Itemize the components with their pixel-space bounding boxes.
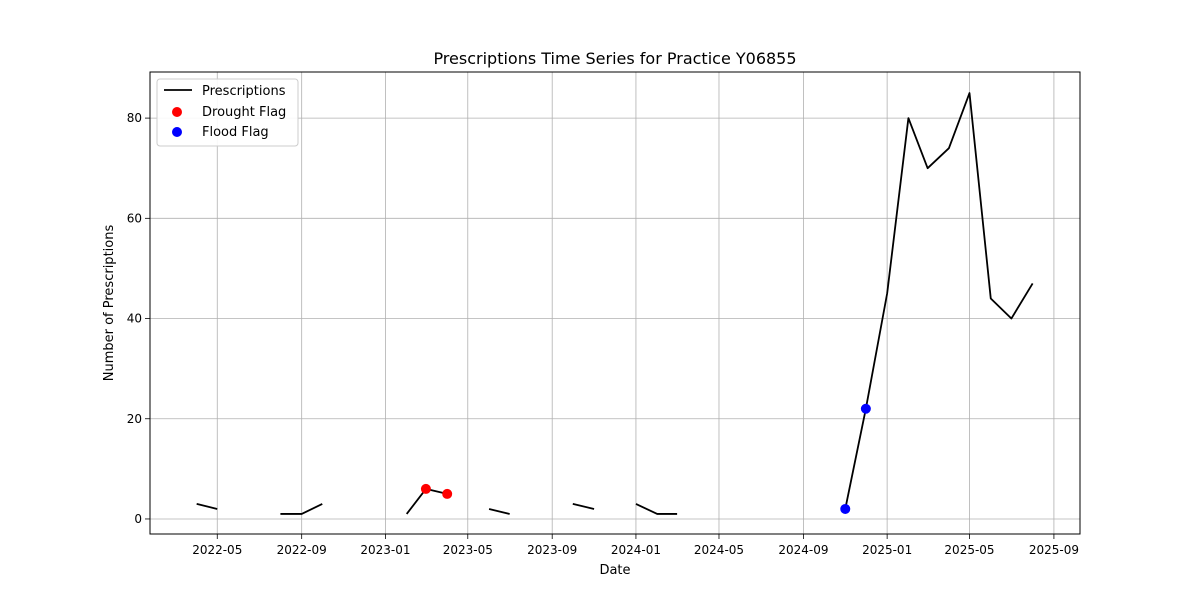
series-layer <box>196 92 1034 515</box>
legend-flood-marker <box>172 127 182 137</box>
x-tick-label: 2023-05 <box>443 543 493 557</box>
y-tick-label: 0 <box>134 512 142 526</box>
prescriptions-line-segment <box>635 503 678 515</box>
legend-flood-label: Flood Flag <box>202 125 269 140</box>
x-tick-label: 2022-09 <box>277 543 327 557</box>
x-tick-label: 2023-01 <box>360 543 410 557</box>
drought-flag-point <box>442 488 453 499</box>
y-axis-label: Number of Prescriptions <box>102 225 117 382</box>
legend-prescriptions-label: Prescriptions <box>202 84 286 99</box>
y-tick-label: 60 <box>127 211 142 225</box>
legend-box <box>156 78 299 147</box>
y-axis: 0 20 40 60 80 <box>127 111 150 526</box>
y-tick-label: 80 <box>127 111 142 125</box>
y-tick-label: 40 <box>127 312 142 326</box>
legend-drought-label: Drought Flag <box>202 105 286 120</box>
legend-drought-marker <box>172 107 182 117</box>
prescriptions-line-segment <box>572 503 595 510</box>
prescriptions-line-segment <box>280 503 323 515</box>
prescriptions-line-segment <box>488 508 510 515</box>
prescriptions-line-segment <box>196 503 218 510</box>
x-tick-label: 2025-09 <box>1029 543 1079 557</box>
y-tick-label: 20 <box>127 412 142 426</box>
plot-frame <box>149 71 1081 535</box>
x-tick-label: 2023-09 <box>527 543 577 557</box>
x-axis: 2022-05 2022-09 2023-01 2023-05 2023-09 2024-… <box>192 534 1079 557</box>
x-tick-label: 2024-01 <box>611 543 661 557</box>
flood-flag-point <box>840 503 851 514</box>
drought-flag-point <box>420 483 431 494</box>
x-tick-label: 2022-05 <box>192 543 242 557</box>
x-tick-label: 2025-01 <box>862 543 912 557</box>
x-tick-label: 2024-09 <box>778 543 828 557</box>
x-tick-label: 2025-05 <box>944 543 994 557</box>
grid <box>150 72 1080 534</box>
chart-title: Prescriptions Time Series for Practice Y… <box>433 49 796 68</box>
x-tick-label: 2024-05 <box>694 543 744 557</box>
prescriptions-line-segment <box>844 92 1034 510</box>
x-axis-label: Date <box>599 563 630 578</box>
legend: Prescriptions Drought Flag Flood Flag <box>156 78 299 147</box>
flood-flag-point <box>860 403 871 414</box>
